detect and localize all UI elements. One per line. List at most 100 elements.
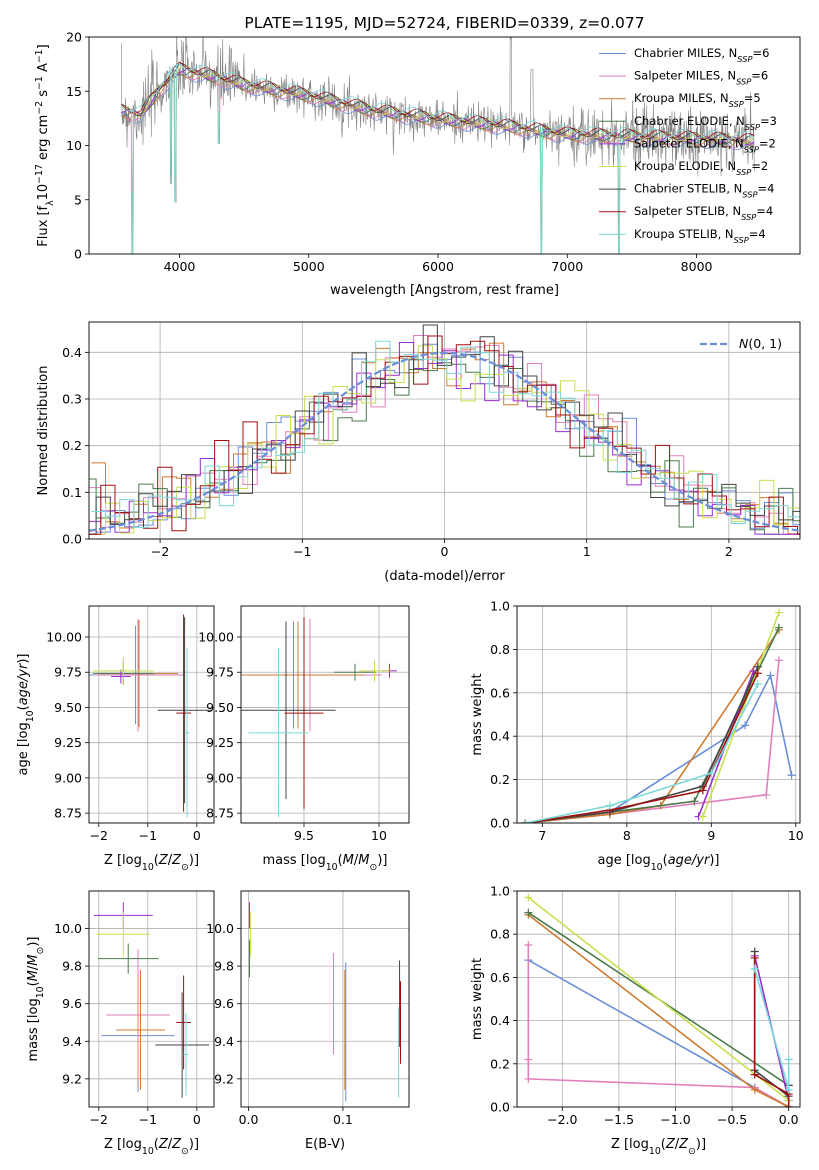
y-tick-label: 0.0: [62, 532, 82, 547]
series-chabrier_miles: [521, 671, 796, 823]
errorbar-kroupa_miles: [115, 969, 165, 1091]
label-part: Z: [158, 1137, 169, 1152]
series-marker: [524, 893, 533, 902]
x-axis-label: wavelength [Angstrom, rest frame]: [330, 283, 559, 298]
x-tick-label: 6000: [422, 259, 454, 274]
label-part: Z: [678, 1137, 689, 1152]
plot-area: [89, 324, 800, 535]
y-tick-label: 0.4: [490, 729, 510, 744]
label-part: Salpeter ELODIE, N: [634, 136, 744, 150]
label-part: /: [168, 1137, 173, 1152]
y-tick-label: 9.75: [206, 665, 234, 680]
x-axis-label: Z [log10(Z/Z⊙)]: [104, 1137, 199, 1157]
axes-mass_vs_ebv: 0.0 0.1 9.2 9.4 9.6 9.8 10.0 E(B-V): [206, 890, 410, 1152]
y-tick-label: 9.6: [62, 996, 82, 1011]
label-part: Salpeter STELIB, N: [634, 204, 741, 218]
series-marker: [524, 941, 533, 949]
label-part: s: [36, 90, 51, 101]
series-line: [525, 627, 780, 823]
x-tick-label: −1: [293, 544, 311, 559]
y-tick-label: 10.0: [206, 921, 234, 936]
label-part: =3: [760, 114, 777, 128]
y-axis-label: Flux [fλ10−17 erg cm−2 s−1 A−1]: [34, 44, 56, 246]
x-axis-label: (data-model)/error: [384, 569, 505, 584]
histogram-chabrier_miles: [89, 343, 800, 535]
label-part: =2: [759, 136, 776, 150]
errorbar-kroupa_elodie: [96, 911, 151, 957]
label-part: =2: [751, 159, 768, 173]
series-marker: [521, 819, 530, 823]
label-part: Z [log: [104, 1137, 142, 1152]
label-part: M: [26, 955, 41, 966]
label-part: SSP: [741, 212, 756, 222]
model-spectrum-chabrier_miles: [121, 70, 755, 254]
axes-frame: [88, 605, 215, 824]
series-marker: [750, 964, 759, 973]
label-part: ⊙: [370, 862, 378, 873]
series-marker: [605, 801, 614, 810]
axes-frame: [88, 321, 801, 540]
errorbar-chabrier_stelib: [241, 621, 336, 800]
errorbar-chabrier_elodie: [97, 943, 159, 974]
series-line: [525, 672, 759, 823]
label-part: −1: [34, 76, 45, 90]
x-tick-label: −1: [139, 828, 157, 843]
y-tick-label: 10.00: [46, 630, 82, 645]
errorbar-kroupa_stelib: [248, 648, 309, 818]
series-marker: [750, 1085, 759, 1094]
label-part: =6: [752, 46, 769, 60]
y-tick-label: 0.4: [490, 1013, 510, 1028]
series-marker: [753, 680, 762, 689]
y-tick-label: 5: [74, 192, 82, 207]
x-tick-label: −1.0: [660, 1112, 690, 1127]
legend-entry: Kroupa ELODIE, NSSP=2: [634, 159, 768, 177]
errorbar-kroupa_miles: [241, 621, 366, 729]
axes-frame: [516, 605, 801, 824]
x-tick-label: −0.5: [717, 1112, 747, 1127]
model-spectrum-chabrier_stelib: [121, 63, 755, 143]
label-part: )]: [709, 853, 719, 868]
label-part: ]: [36, 44, 51, 49]
x-tick-label: 9: [707, 828, 715, 843]
label-part: )]: [26, 937, 41, 947]
x-tick-label: −2: [151, 544, 169, 559]
label-part: ⊙: [181, 1146, 189, 1157]
label-part: Flux [f: [36, 205, 51, 246]
y-tick-label: 9.00: [206, 770, 234, 785]
series-line: [525, 683, 759, 823]
errorbar-salpeter_stelib: [176, 975, 191, 1070]
plot-area: [121, 37, 756, 254]
label-part: =6: [751, 69, 768, 83]
label-part: Kroupa ELODIE, N: [634, 159, 736, 173]
y-tick-label: 0.0: [490, 1100, 510, 1115]
label-part: ⊙: [35, 947, 46, 955]
label-part: (: [26, 981, 41, 986]
series-line: [753, 968, 790, 1090]
series-marker: [698, 812, 707, 821]
label-part: −1: [34, 49, 45, 63]
series-marker: [784, 1103, 793, 1107]
y-tick-label: 9.75: [54, 665, 82, 680]
label-part: Chabrier MILES, N: [634, 46, 737, 60]
y-axis-label: age [log10(age/yr)]: [16, 653, 36, 775]
series-marker: [741, 721, 750, 730]
legend-entry: Kroupa STELIB, NSSP=4: [634, 227, 766, 245]
y-tick-label: 9.8: [214, 959, 234, 974]
y-tick-label: 15: [66, 84, 82, 99]
histogram-salpeter_stelib: [89, 335, 800, 535]
legend-entry: Kroupa MILES, NSSP=5: [634, 91, 761, 109]
label-part: 10: [25, 710, 36, 722]
label-part: (: [663, 853, 668, 868]
series-marker: [753, 669, 762, 678]
plot-area: [93, 902, 210, 1098]
axes-residuals: −2 −1 0 1 2 0.0 0.1 0.2 0.3 0.4 (data-model)/error…: [36, 321, 801, 584]
label-part: Z [log: [611, 1137, 649, 1152]
label-part: N: [739, 336, 749, 351]
errorbar-salpeter_stelib: [176, 614, 191, 812]
label-part: Z [log: [104, 853, 142, 868]
y-tick-label: 8.75: [54, 806, 82, 821]
label-part: erg cm: [36, 115, 51, 164]
label-part: ⊙: [688, 1146, 696, 1157]
label-part: age/yr: [16, 662, 31, 705]
